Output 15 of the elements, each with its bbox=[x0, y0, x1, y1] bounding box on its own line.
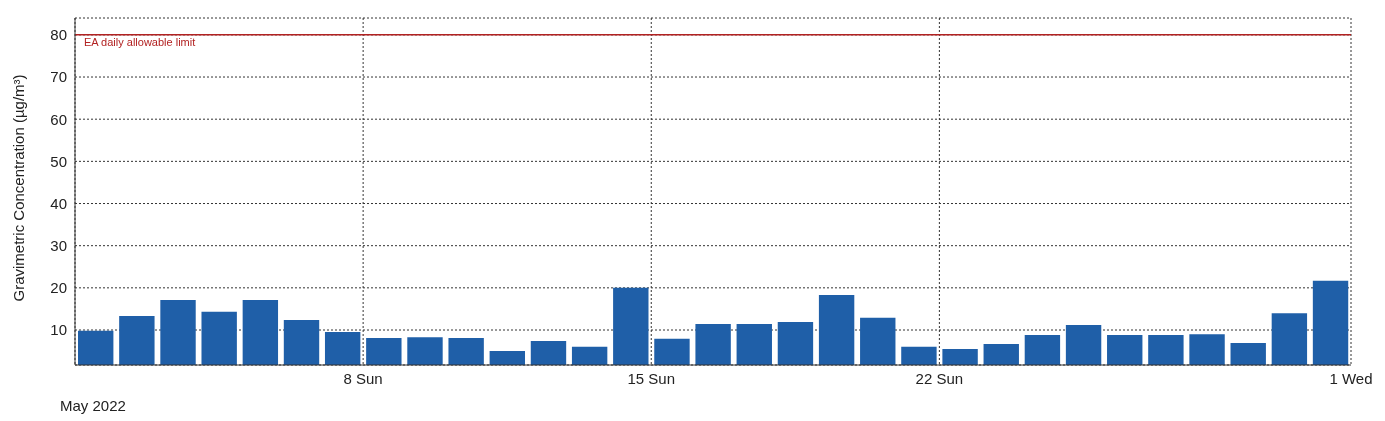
y-tick-label: 20 bbox=[50, 279, 67, 297]
x-tick-label: 15 Sun bbox=[627, 369, 676, 387]
y-tick-label: 40 bbox=[50, 194, 67, 212]
y-tick-label: 60 bbox=[50, 110, 67, 128]
ref-line-label: EA daily allowable limit bbox=[84, 35, 196, 48]
y-tick-label: 70 bbox=[50, 68, 67, 86]
y-axis-title: Gravimetric Concentration (µg/m³) bbox=[10, 74, 28, 302]
x-tick-label: 22 Sun bbox=[915, 369, 964, 387]
y-tick-label: 50 bbox=[50, 152, 67, 170]
text: May 2022 bbox=[60, 397, 126, 414]
y-tick-label: 80 bbox=[50, 26, 67, 44]
x-tick-label: 8 Sun bbox=[343, 369, 383, 387]
y-tick-label: 30 bbox=[50, 237, 67, 254]
x-tick-label: 1 Wed bbox=[1329, 369, 1373, 387]
y-tick-label: 10 bbox=[50, 321, 67, 339]
